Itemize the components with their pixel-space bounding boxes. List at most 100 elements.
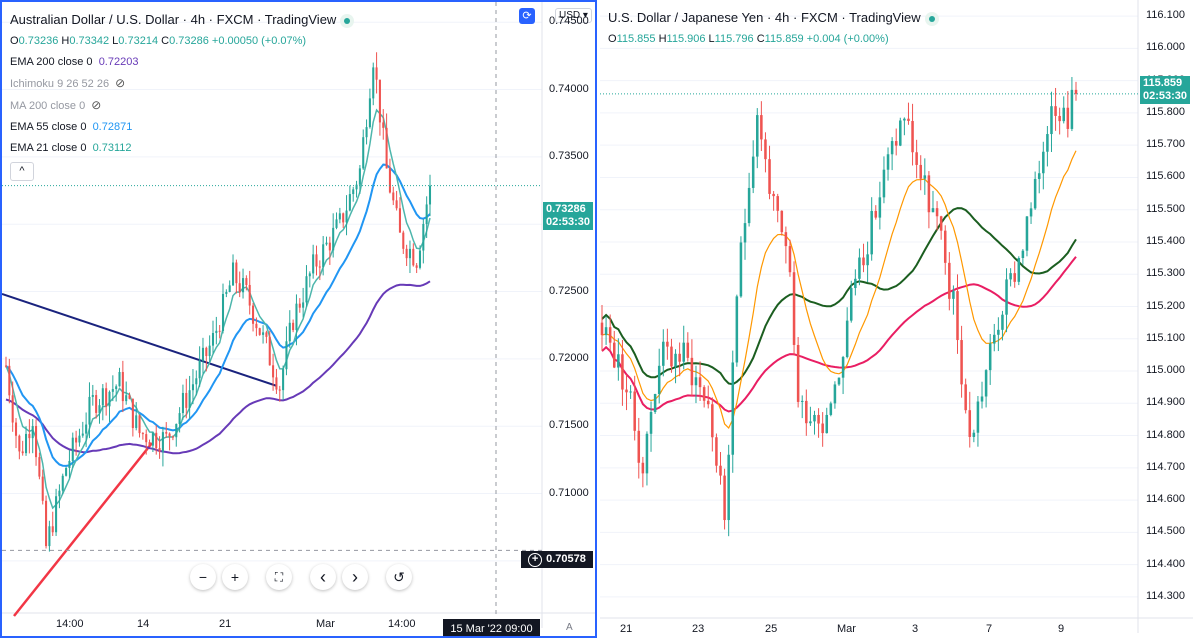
candle-body — [231, 262, 235, 286]
candle-body — [784, 232, 788, 247]
candle-body — [11, 395, 14, 423]
candle-body — [796, 344, 800, 402]
candle-body — [915, 152, 918, 165]
candle-body — [101, 388, 104, 406]
candle-body — [604, 327, 608, 336]
candle-body — [625, 389, 628, 393]
candle-body — [385, 127, 388, 169]
candle-body — [612, 342, 616, 368]
candle-body — [988, 343, 992, 371]
candle-body — [108, 391, 111, 407]
candle-body — [168, 433, 171, 437]
candle-body — [1033, 178, 1037, 209]
eye-slash-icon[interactable]: ⊘ — [115, 76, 126, 90]
sync-icon[interactable]: ⟳ — [519, 8, 535, 24]
indicator-ichimoku[interactable]: Ichimoku 9 26 52 26 ⊘ — [10, 73, 354, 95]
price-tick-label: 115.200 — [1146, 299, 1185, 312]
candle-body — [161, 432, 164, 452]
price-tick-label: 114.600 — [1146, 493, 1185, 506]
candle-body — [907, 118, 910, 121]
ohlc-open: 115.855 — [616, 33, 656, 45]
candle-body — [268, 336, 271, 366]
candle-body — [282, 369, 285, 391]
candle-body — [657, 365, 661, 394]
indicator-ema55[interactable]: EMA 55 close 0 0.72871 — [10, 117, 354, 138]
candle-body — [715, 437, 718, 466]
candle-body — [4, 365, 8, 367]
candle-body — [768, 159, 771, 194]
candle-body — [285, 341, 288, 370]
candle-body — [71, 437, 74, 461]
indicator-ema200[interactable]: EMA 200 close 0 0.72203 — [10, 52, 354, 73]
price-tick-label: 0.71500 — [549, 419, 589, 432]
candle-body — [51, 526, 54, 533]
candle-body — [21, 451, 24, 454]
right-symbol-title[interactable]: U.S. Dollar / Japanese Yen · 4h · FXCM ·… — [608, 10, 921, 25]
right-chart-pane[interactable]: U.S. Dollar / Japanese Yen · 4h · FXCM ·… — [600, 0, 1193, 642]
fullscreen-button[interactable]: ⛶ — [266, 564, 292, 590]
candle-body — [115, 386, 118, 390]
candle-body — [719, 465, 722, 476]
candle-body — [245, 278, 248, 285]
candle-body — [338, 213, 341, 220]
left-chart-canvas[interactable] — [2, 2, 595, 636]
candle-body — [135, 415, 138, 429]
time-tick-label: 14 — [137, 618, 150, 630]
collapse-legend-button[interactable]: ^ — [10, 162, 34, 181]
candle-body — [221, 293, 225, 332]
price-tick-label: 0.74500 — [549, 15, 589, 28]
chevron-up-icon: ^ — [19, 165, 25, 177]
candle-body — [866, 254, 869, 266]
zoom-in-button[interactable]: + — [222, 564, 248, 590]
time-tick-label: 21 — [620, 623, 633, 635]
candle-body — [629, 391, 632, 393]
candle-body — [292, 322, 295, 331]
currency-selector[interactable]: USD ▾ — [555, 8, 592, 23]
indicator-ma200[interactable]: MA 200 close 0 ⊘ — [10, 95, 354, 117]
candle-body — [780, 210, 784, 233]
candle-body — [178, 413, 181, 424]
trendline-blue — [2, 293, 278, 387]
time-tick-label: 25 — [765, 623, 778, 635]
auto-scale-button[interactable]: A — [566, 622, 573, 633]
ohlc-change: +0.004 (+0.00%) — [806, 33, 889, 45]
price-tick-label: 114.700 — [1146, 460, 1185, 473]
candle-body — [870, 210, 873, 255]
candle-body — [255, 323, 258, 329]
time-tick-label: 3 — [912, 623, 919, 635]
time-tick-label: 21 — [219, 618, 232, 630]
indicator-label: Ichimoku 9 26 52 26 — [10, 78, 110, 90]
left-chart-pane[interactable]: Australian Dollar / U.S. Dollar · 4h · F… — [0, 0, 597, 638]
scroll-left-button[interactable]: ‹ — [310, 564, 336, 590]
price-tick-label: 115.100 — [1146, 331, 1185, 344]
candle-body — [382, 122, 385, 128]
candle-body — [935, 208, 939, 217]
trendline-red — [13, 442, 153, 617]
right-chart-canvas[interactable] — [600, 0, 1193, 642]
candle-body — [747, 187, 751, 224]
reset-chart-button[interactable]: ↺ — [386, 564, 412, 590]
indicator-label: EMA 55 close 0 — [10, 121, 87, 133]
candle-body — [201, 347, 205, 361]
left-symbol-title[interactable]: Australian Dollar / U.S. Dollar · 4h · F… — [10, 12, 337, 27]
candle-body — [968, 410, 972, 437]
candle-body — [148, 442, 151, 446]
ohlc-high: 115.906 — [666, 33, 706, 45]
scroll-right-button[interactable]: › — [342, 564, 368, 590]
indicator-ema21[interactable]: EMA 21 close 0 0.73112 — [10, 138, 354, 159]
candle-body — [428, 185, 432, 205]
candle-body — [151, 432, 154, 446]
candle-body — [242, 278, 245, 293]
plus-circle-icon[interactable]: + — [528, 553, 543, 567]
price-tick-label: 115.400 — [1146, 234, 1185, 247]
left-legend: Australian Dollar / U.S. Dollar · 4h · F… — [10, 9, 355, 181]
candle-body — [208, 345, 211, 357]
eye-slash-icon[interactable]: ⊘ — [91, 98, 102, 112]
candle-body — [805, 400, 808, 424]
price-tick-label: 116.000 — [1146, 41, 1185, 54]
candle-body — [185, 392, 188, 408]
ohlc-close: 115.859 — [764, 33, 804, 45]
indicator-label: MA 200 close 0 — [10, 100, 86, 112]
indicator-value: 0.73112 — [92, 142, 132, 154]
zoom-out-button[interactable]: − — [190, 564, 216, 590]
